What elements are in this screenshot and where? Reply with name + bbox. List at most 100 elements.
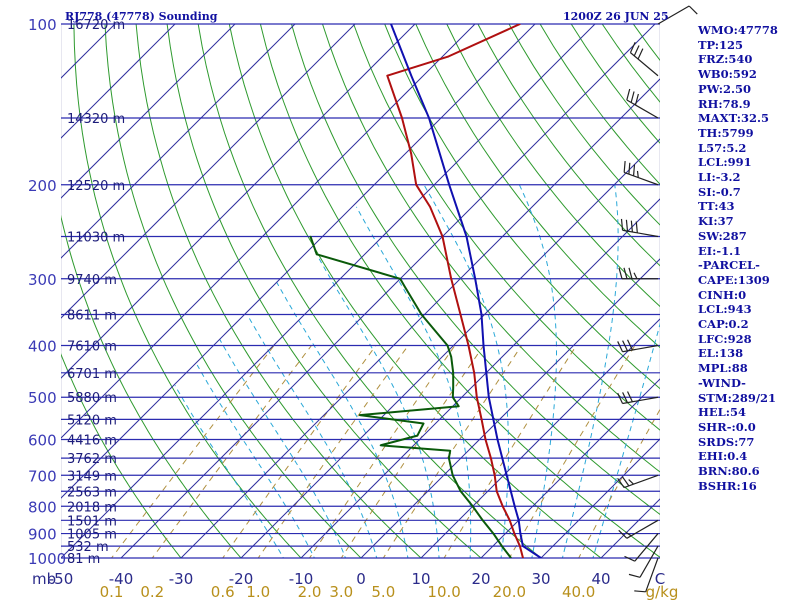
index-line: TP:125 bbox=[698, 37, 744, 52]
temperature-tick-label: 40 bbox=[591, 570, 610, 588]
temperature-point bbox=[513, 532, 516, 535]
temperature-point bbox=[493, 474, 496, 477]
wind-barb bbox=[629, 42, 659, 77]
isotherm bbox=[61, 24, 356, 319]
pressure-tick-label: 700 bbox=[28, 467, 57, 485]
dewpoint-point bbox=[492, 532, 495, 535]
index-line: EHI:0.4 bbox=[698, 449, 748, 464]
moist-adiabat bbox=[174, 385, 284, 558]
mixing-ratio-label: 3.0 bbox=[329, 583, 353, 600]
temperature-unit-label: C bbox=[655, 570, 665, 588]
pressure-tick-label: 1000 bbox=[28, 550, 66, 568]
wind-barb bbox=[617, 474, 659, 489]
index-line: RH:78.9 bbox=[698, 96, 751, 111]
index-line: SI:-0.7 bbox=[698, 184, 741, 199]
moist-adiabat bbox=[423, 184, 509, 558]
pressure-unit-label: mb bbox=[32, 570, 56, 588]
dewpoint-point bbox=[510, 557, 512, 558]
index-line: BSHR:16 bbox=[698, 478, 757, 493]
parcel-point bbox=[517, 519, 520, 522]
temperature-point bbox=[484, 438, 487, 441]
index-line: -WIND- bbox=[698, 375, 746, 390]
index-line: WB0:592 bbox=[698, 67, 757, 82]
mixing-ratio-line bbox=[110, 345, 275, 558]
temperature-point bbox=[501, 505, 504, 508]
parcel-point bbox=[519, 532, 522, 535]
wind-barb bbox=[617, 339, 659, 353]
dewpoint-point bbox=[446, 344, 449, 347]
mixing-ratio-line bbox=[443, 345, 577, 558]
mixing-ratio-line bbox=[382, 345, 523, 558]
index-line: STM:289/21 bbox=[698, 390, 777, 405]
temperature-point bbox=[519, 24, 521, 25]
mixing-ratio-label: 1.0 bbox=[246, 583, 270, 600]
mixing-ratio-line bbox=[578, 408, 660, 558]
mixing-ratio-line bbox=[508, 345, 636, 558]
dewpoint-point bbox=[403, 285, 406, 288]
height-label: 6701 m bbox=[67, 367, 117, 382]
index-line: LI:-3.2 bbox=[698, 170, 741, 185]
dewpoint-point bbox=[452, 372, 455, 374]
dry-adiabat bbox=[61, 353, 182, 558]
temperature-point bbox=[386, 74, 389, 77]
dewpoint-point bbox=[315, 253, 318, 256]
isotherm bbox=[61, 24, 176, 139]
temperature-tick-label: 30 bbox=[531, 570, 550, 588]
dry-adiabat bbox=[291, 24, 660, 515]
temperature-point bbox=[410, 153, 413, 155]
parcel-point bbox=[505, 474, 508, 477]
dewpoint-point bbox=[459, 490, 462, 493]
isotherm bbox=[120, 24, 656, 558]
dewpoint-point bbox=[457, 405, 460, 408]
temperature-point bbox=[490, 457, 492, 459]
index-line: SHR-:0.0 bbox=[698, 419, 756, 434]
pressure-tick-label: 900 bbox=[28, 526, 57, 544]
temperature-point bbox=[415, 184, 418, 186]
index-line: KI:37 bbox=[698, 214, 734, 229]
mixing-ratio-label: 5.0 bbox=[371, 583, 395, 600]
index-line: SRDS:77 bbox=[698, 434, 755, 449]
index-line: EL:138 bbox=[698, 346, 744, 361]
pressure-tick-label: 800 bbox=[28, 498, 57, 516]
temperature-tick-label: -40 bbox=[109, 570, 134, 588]
moist-adiabat bbox=[518, 184, 557, 558]
pressure-tick-label: 300 bbox=[28, 271, 57, 289]
dry-adiabat bbox=[353, 24, 660, 431]
pressure-tick-label: 100 bbox=[28, 16, 57, 34]
dry-adiabat bbox=[446, 24, 660, 308]
index-line: L57:5.2 bbox=[698, 140, 747, 155]
mixing-ratio-label: 40.0 bbox=[562, 583, 595, 600]
height-label: 532 m bbox=[67, 540, 109, 555]
dewpoint-point bbox=[481, 519, 484, 522]
isotherm bbox=[240, 138, 660, 558]
mixing-ratio-unit: g/kg bbox=[646, 583, 679, 600]
parcel-point bbox=[488, 396, 490, 399]
dewpoint-point bbox=[359, 414, 361, 416]
temperature-point bbox=[447, 55, 450, 58]
index-line: MAXT:32.5 bbox=[698, 111, 769, 126]
dewpoint-point bbox=[451, 474, 454, 477]
parcel-trace bbox=[390, 24, 542, 558]
mixing-ratio-label: 0.6 bbox=[211, 583, 235, 600]
dry-adiabat bbox=[166, 24, 482, 558]
dewpoint-point bbox=[471, 505, 474, 508]
height-label: 2018 m bbox=[67, 500, 117, 515]
parcel-point bbox=[480, 313, 483, 316]
dry-adiabat bbox=[197, 24, 542, 558]
parcel-point bbox=[465, 235, 468, 238]
dry-adiabat bbox=[384, 24, 660, 390]
wind-barb bbox=[623, 161, 659, 186]
dewpoint-point bbox=[309, 235, 312, 238]
temperature-tick-label: 20 bbox=[471, 570, 490, 588]
isotherm bbox=[360, 258, 660, 558]
index-line: -PARCEL- bbox=[698, 258, 760, 273]
mixing-ratio-line bbox=[308, 345, 456, 558]
index-line: TT:43 bbox=[698, 199, 735, 214]
moist-adiabat bbox=[592, 322, 660, 558]
temperature-point bbox=[467, 344, 470, 347]
wind-barb bbox=[657, 5, 698, 25]
wind-barbs bbox=[617, 5, 698, 593]
height-label: 7610 m bbox=[67, 340, 117, 355]
dry-adiabat bbox=[61, 214, 242, 558]
index-line: TH:5799 bbox=[698, 125, 754, 140]
